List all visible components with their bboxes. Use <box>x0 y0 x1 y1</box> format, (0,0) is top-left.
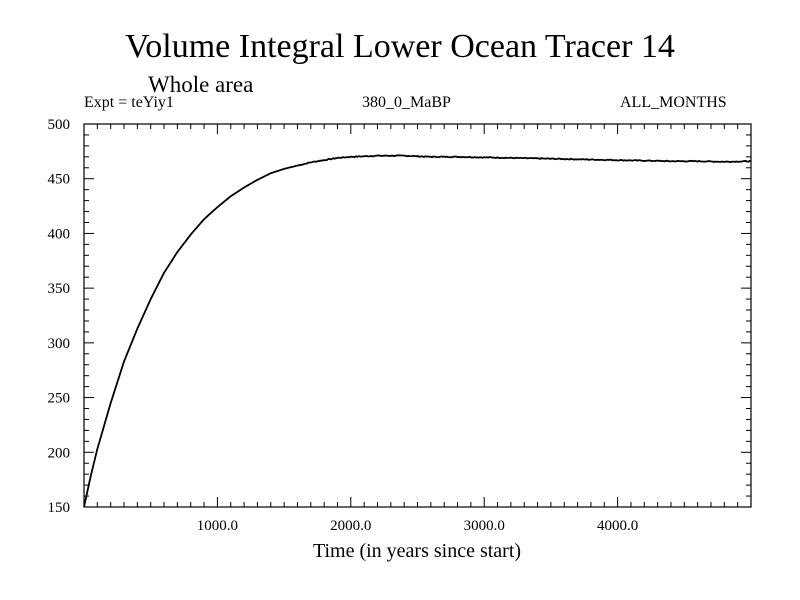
x-tick-label: 1000.0 <box>197 518 238 534</box>
chart-subtitle: Whole area <box>148 72 254 97</box>
x-axis-title: Time (in years since start) <box>313 540 521 562</box>
y-tick-label: 400 <box>48 226 71 242</box>
y-tick-label: 250 <box>48 391 71 407</box>
plot-frame <box>83 123 752 508</box>
y-tick-label: 150 <box>48 500 71 516</box>
tick-labels: 150 200 250 300 350 400 450 500 1000.0 2000.0 3000… <box>48 117 639 534</box>
months-label: ALL_MONTHS <box>620 94 727 111</box>
y-tick-label: 350 <box>48 281 71 297</box>
series-line <box>83 154 752 508</box>
x-tick-label: 4000.0 <box>597 518 638 534</box>
period-label: 380_0_MaBP <box>362 94 451 111</box>
x-tick-label: 3000.0 <box>464 518 505 534</box>
experiment-label: Expt = teYiy1 <box>84 94 174 111</box>
y-tick-label: 200 <box>48 445 71 461</box>
chart-title: Volume Integral Lower Ocean Tracer 14 <box>125 28 675 65</box>
x-tick-label: 2000.0 <box>330 518 371 534</box>
y-tick-label: 300 <box>48 336 71 352</box>
y-tick-label: 450 <box>48 172 71 188</box>
y-tick-label: 500 <box>48 117 71 133</box>
tick-marks <box>84 123 751 508</box>
